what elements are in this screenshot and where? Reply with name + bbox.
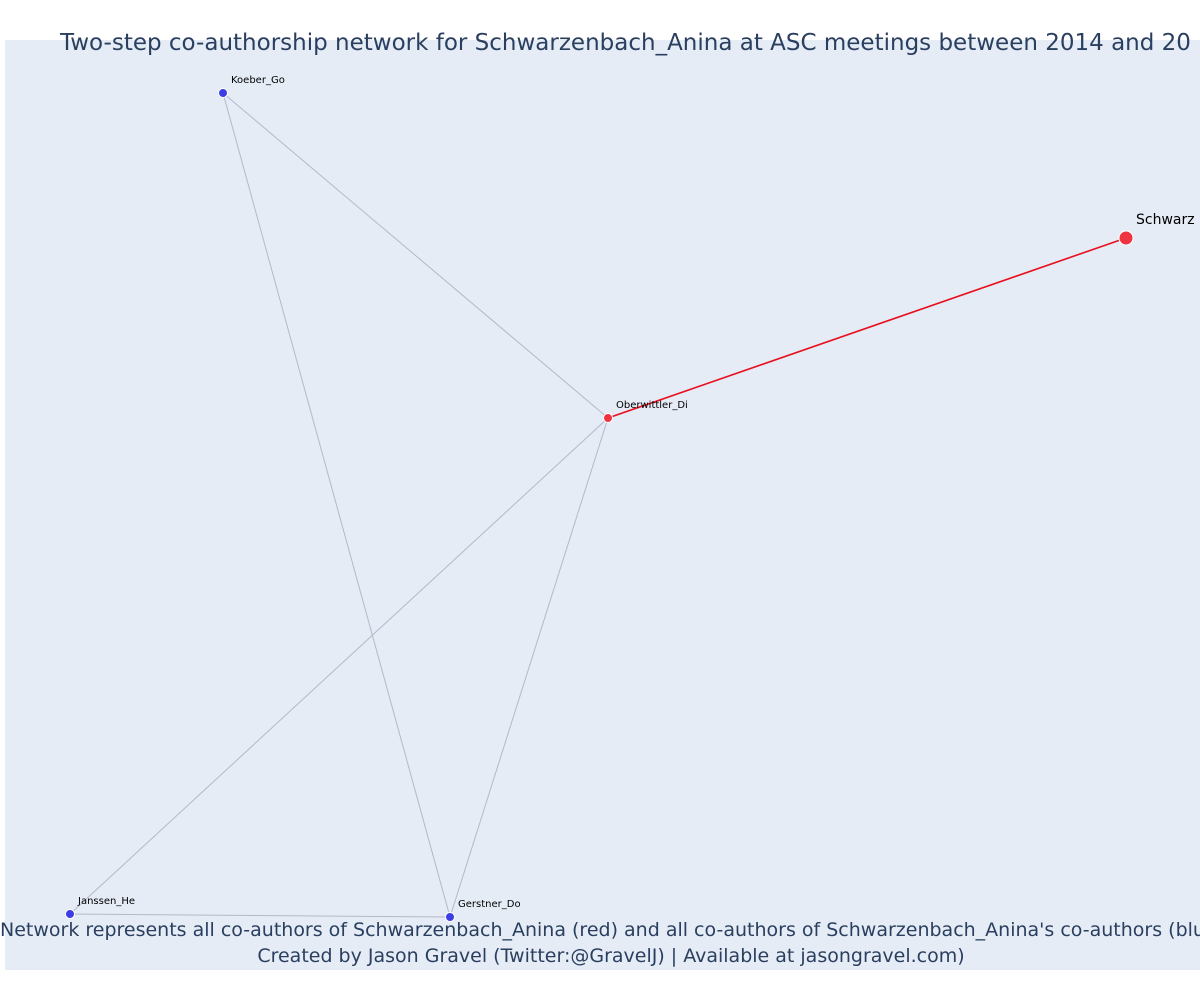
- node-Oberwittler_Di[interactable]: [603, 413, 613, 423]
- node-label-Oberwittler_Di: Oberwittler_Di: [616, 400, 688, 411]
- caption: Network represents all co-authors of Sch…: [0, 917, 1200, 969]
- edge-Janssen_He-Gerstner_Do: [69, 913, 451, 918]
- node-label-Janssen_He: Janssen_He: [77, 896, 135, 907]
- node-Janssen_He[interactable]: [65, 909, 75, 919]
- nodes-layer: [65, 88, 1134, 922]
- node-Schwarz[interactable]: [1118, 230, 1134, 246]
- edge-Oberwittler_Di-Gerstner_Do: [449, 417, 609, 918]
- plot-area: [5, 40, 1200, 970]
- node-Gerstner_Do[interactable]: [445, 912, 455, 922]
- edge-Schwarz-Oberwittler_Di: [607, 237, 1127, 419]
- edge-Oberwittler_Di-Koeber_Go: [222, 92, 609, 419]
- node-Koeber_Go[interactable]: [218, 88, 228, 98]
- caption-line-2: Created by Jason Gravel (Twitter:@Gravel…: [257, 945, 965, 967]
- chart-title: Two-step co-authorship network for Schwa…: [60, 30, 1191, 56]
- edges-layer: [69, 92, 1127, 918]
- edge-Koeber_Go-Gerstner_Do: [222, 92, 451, 918]
- node-label-Schwarz: Schwarz: [1136, 212, 1195, 228]
- labels-layer: Schwarz Oberwittler_Di Koeber_Go Janssen_He…: [77, 75, 1195, 910]
- edge-Oberwittler_Di-Janssen_He: [69, 417, 609, 915]
- node-label-Gerstner_Do: Gerstner_Do: [458, 899, 521, 910]
- node-label-Koeber_Go: Koeber_Go: [231, 75, 285, 86]
- caption-line-1: Network represents all co-authors of Sch…: [0, 919, 1200, 941]
